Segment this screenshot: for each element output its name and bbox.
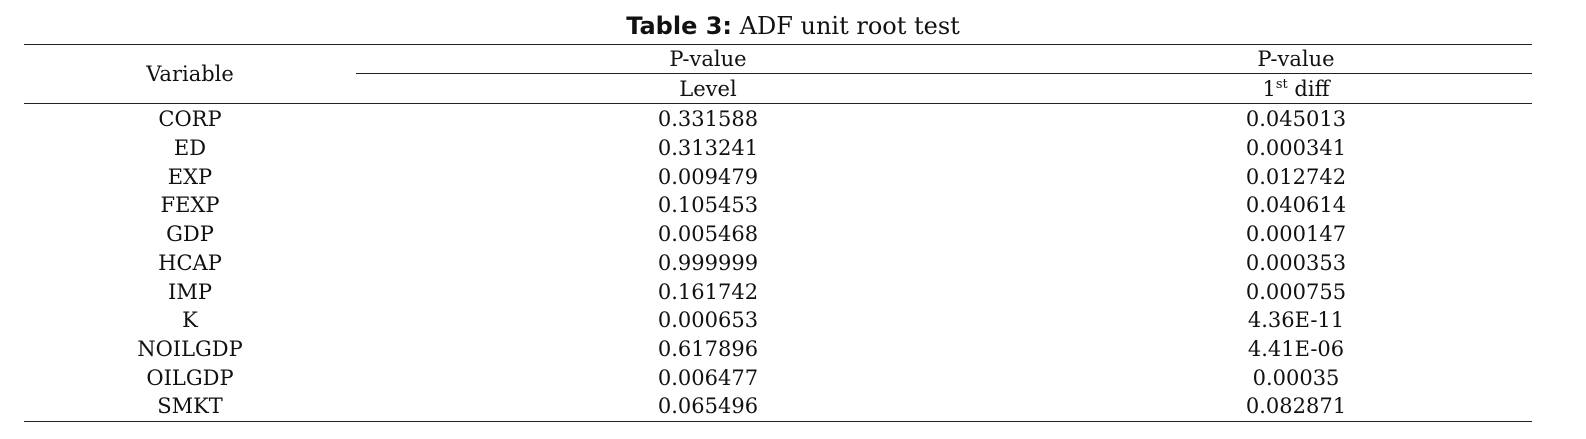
row-diff-pvalue: 0.082871: [1245, 394, 1347, 418]
table-title-text: ADF unit root test: [739, 12, 960, 40]
row-variable: FEXP: [160, 193, 220, 217]
top-rule: [24, 44, 1532, 45]
row-level-pvalue: 0.006477: [657, 366, 759, 390]
row-variable: GDP: [166, 222, 214, 246]
row-variable: OILGDP: [146, 366, 234, 390]
row-level-pvalue: 0.065496: [657, 394, 759, 418]
header-level: Level: [679, 77, 737, 101]
row-level-pvalue: 0.331588: [657, 107, 759, 131]
header-variable: Variable: [146, 62, 234, 86]
row-diff-pvalue: 0.040614: [1245, 193, 1347, 217]
row-level-pvalue: 0.161742: [657, 280, 759, 304]
header-pvalue-diff: P-value: [1257, 47, 1335, 71]
row-variable: K: [182, 308, 198, 332]
row-diff-pvalue: 0.012742: [1245, 165, 1347, 189]
row-diff-pvalue: 4.41E-06: [1247, 337, 1345, 361]
row-variable: IMP: [168, 280, 212, 304]
header-pvalue-level: P-value: [669, 47, 747, 71]
row-level-pvalue: 0.313241: [657, 136, 759, 160]
row-level-pvalue: 0.009479: [657, 165, 759, 189]
header-bottom-rule: [24, 103, 1532, 104]
row-variable: CORP: [158, 107, 222, 131]
pvalue-rule: [356, 73, 1532, 74]
row-level-pvalue: 0.617896: [657, 337, 759, 361]
row-diff-pvalue: 0.000353: [1245, 251, 1347, 275]
row-diff-pvalue: 0.045013: [1245, 107, 1347, 131]
header-diff-text: diff: [1287, 77, 1330, 101]
row-variable: NOILGDP: [137, 337, 243, 361]
row-diff-pvalue: 0.000755: [1245, 280, 1347, 304]
row-diff-pvalue: 0.000341: [1245, 136, 1347, 160]
row-diff-pvalue: 4.36E-11: [1247, 308, 1345, 332]
row-level-pvalue: 0.005468: [657, 222, 759, 246]
header-first-diff: 1st diff: [1060, 75, 1532, 103]
row-level-pvalue: 0.000653: [657, 308, 759, 332]
row-variable: EXP: [167, 165, 213, 189]
row-diff-pvalue: 0.000147: [1245, 222, 1347, 246]
row-variable: SMKT: [157, 394, 223, 418]
row-variable: HCAP: [158, 251, 222, 275]
header-diff-superscript: st: [1275, 77, 1288, 92]
row-level-pvalue: 0.999999: [657, 251, 759, 275]
table-title-label: Table 3:: [626, 12, 732, 40]
row-diff-pvalue: 0.00035: [1252, 366, 1340, 390]
row-level-pvalue: 0.105453: [657, 193, 759, 217]
table-title: Table 3: ADF unit root test: [0, 9, 1586, 43]
header-diff-number: 1: [1262, 77, 1276, 101]
row-variable: ED: [173, 136, 207, 160]
bottom-rule: [24, 421, 1532, 422]
